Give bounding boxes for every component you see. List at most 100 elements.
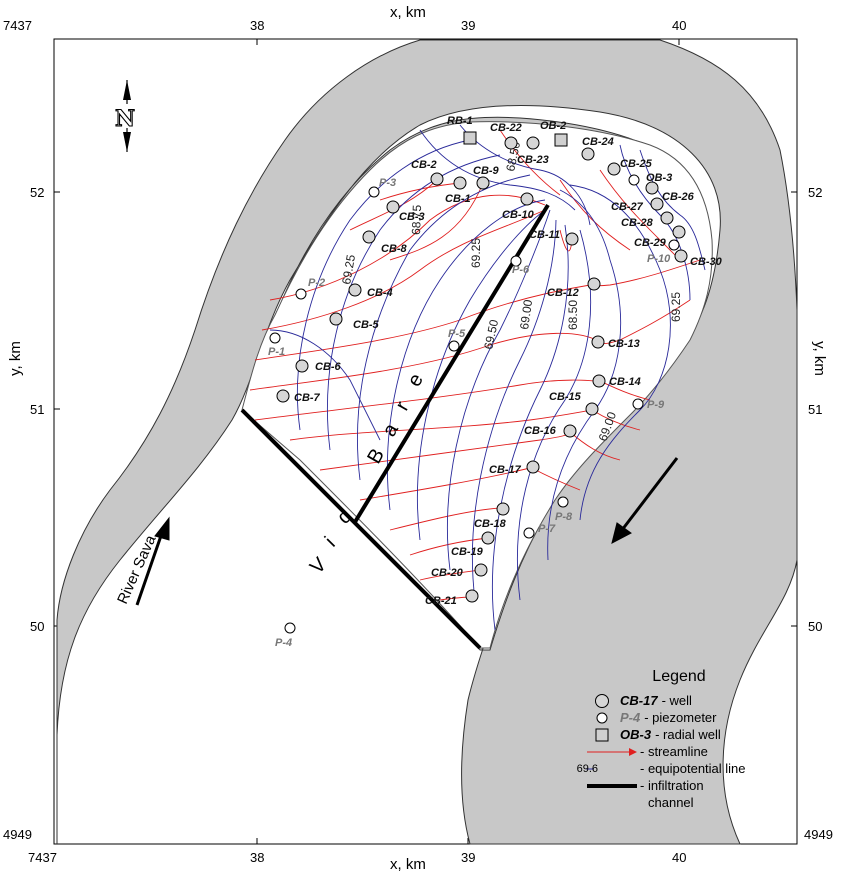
well-label: CB-17 bbox=[489, 464, 522, 476]
well-label: CB-29 bbox=[634, 237, 667, 249]
legend-row-streamline: - streamline bbox=[584, 743, 794, 760]
radial-well-ob2 bbox=[554, 133, 568, 147]
well-label: CB-11 bbox=[529, 229, 560, 241]
legend-piezometer-text: - piezometer bbox=[644, 710, 717, 725]
north-symbol: N bbox=[115, 106, 135, 132]
legend-row-radial: OB-3 - radial well bbox=[584, 726, 794, 743]
y-tick-left: 51 bbox=[30, 402, 45, 417]
legend-channel-text-2: channel bbox=[648, 795, 694, 810]
legend-row-channel: - infiltration bbox=[584, 777, 794, 794]
contour-label: 69.50 bbox=[481, 318, 501, 351]
well-label: CB-21 bbox=[425, 595, 457, 607]
y-tick-right: 50 bbox=[808, 619, 823, 634]
contour-label: 69.25 bbox=[669, 292, 683, 322]
radial-wells bbox=[463, 131, 568, 147]
well-label: CB-9 bbox=[473, 165, 500, 177]
x-tick-bottom: 40 bbox=[672, 850, 687, 865]
well-label: CB-26 bbox=[662, 191, 695, 203]
well-label: CB-3 bbox=[399, 211, 425, 223]
well-label: CB-12 bbox=[547, 287, 579, 299]
legend-row-equipotential: 69.6 - equipotential line bbox=[577, 760, 794, 777]
well-label: CB-5 bbox=[353, 319, 380, 331]
legend-row-piezometer: P-4 - piezometer bbox=[584, 709, 794, 726]
legend-row-channel-2: channel bbox=[584, 794, 794, 811]
piezometer-label: P-7 bbox=[538, 523, 556, 535]
well-label: CB-8 bbox=[381, 243, 408, 255]
well-label: CB-22 bbox=[490, 122, 522, 134]
piezometer-label: P-8 bbox=[555, 511, 573, 523]
y-tick-left: 52 bbox=[30, 185, 45, 200]
well-label: CB-6 bbox=[315, 361, 342, 373]
well-label: CB-1 bbox=[445, 193, 471, 205]
legend: Legend CB-17 - well P-4 - piezometer OB-… bbox=[577, 668, 794, 811]
well-label: CB-16 bbox=[524, 425, 557, 437]
well-label: CB-30 bbox=[690, 256, 723, 268]
piezometer-label: P-5 bbox=[448, 328, 466, 340]
piezometer-label: P-4 bbox=[275, 637, 292, 649]
legend-radial-key: OB-3 bbox=[620, 727, 652, 742]
piezometer-label: P-2 bbox=[308, 277, 325, 289]
infiltration-channel-icon bbox=[587, 783, 637, 788]
well-label: CB-7 bbox=[294, 392, 321, 404]
streamline-arrow-icon bbox=[587, 747, 637, 756]
x-tick-bottom: 39 bbox=[461, 850, 476, 865]
piezometer-label: P-9 bbox=[647, 399, 665, 411]
contour-label: 69.00 bbox=[517, 298, 535, 330]
legend-channel-text: - infiltration bbox=[640, 778, 704, 793]
piezometer-label: P-1 bbox=[268, 346, 285, 358]
y-tick-right: 52 bbox=[808, 185, 823, 200]
well-label: CB-27 bbox=[611, 201, 644, 213]
piezometer-labels: P-3 P-6 P-10 P-2 P-5 P-1 P-9 P-8 P-7 P-4 bbox=[268, 177, 671, 649]
well-label: CB-28 bbox=[621, 217, 654, 229]
x-tick-bottom: 38 bbox=[250, 850, 265, 865]
well-label: CB-23 bbox=[517, 154, 549, 166]
well-label: CB-10 bbox=[502, 209, 535, 221]
river-flow-arrows bbox=[135, 457, 679, 606]
equipotential-line-icon bbox=[586, 768, 594, 769]
x-tick-top: 39 bbox=[461, 18, 476, 33]
x-axis-label-bottom: x, km bbox=[390, 856, 426, 873]
well-circle-icon bbox=[595, 693, 609, 708]
contour-label: 69.25 bbox=[469, 238, 483, 268]
legend-well-key: CB-17 bbox=[620, 693, 658, 708]
north-arrow-icon: N bbox=[114, 80, 137, 152]
piezometers bbox=[269, 174, 680, 634]
x-tick-top: 40 bbox=[672, 18, 687, 33]
well-label: CB-14 bbox=[609, 376, 641, 388]
legend-radial-text: - radial well bbox=[655, 727, 721, 742]
well-label: CB-20 bbox=[431, 567, 464, 579]
x-axis-label-top: x, km bbox=[390, 4, 426, 21]
well-label: CB-18 bbox=[474, 518, 507, 530]
corner-x-bottom: 7437 bbox=[28, 850, 57, 865]
legend-equipotential-key: 69.6 bbox=[576, 762, 598, 775]
contour-label: 68.50 bbox=[566, 300, 580, 330]
radial-well-rb1 bbox=[463, 131, 477, 145]
well-label: CB-15 bbox=[549, 391, 582, 403]
legend-well-text: - well bbox=[661, 693, 692, 708]
piezometer-label: P-10 bbox=[647, 253, 671, 265]
well-label: OB-2 bbox=[540, 120, 566, 132]
well-label: RB-1 bbox=[447, 115, 473, 127]
well-labels: RB-1 CB-22 OB-2 CB-24 CB-23 CB-25 OB-3 C… bbox=[294, 115, 723, 607]
equipotential-lines bbox=[269, 124, 706, 631]
well-label: CB-13 bbox=[608, 338, 640, 350]
contour-label: 68.75 bbox=[409, 204, 424, 235]
x-tick-top: 38 bbox=[250, 18, 265, 33]
corner-y-right: 4949 bbox=[804, 827, 833, 842]
legend-piezometer-key: P-4 bbox=[620, 710, 641, 725]
y-tick-right: 51 bbox=[808, 402, 823, 417]
radial-well-square-icon bbox=[595, 728, 609, 741]
piezometer-label: P-3 bbox=[379, 177, 396, 189]
well-label: CB-25 bbox=[620, 158, 653, 170]
piezometer-label: P-6 bbox=[512, 264, 530, 276]
piezometer-circle-icon bbox=[596, 712, 608, 723]
corner-x-top: 7437 bbox=[3, 18, 32, 33]
well-label: CB-2 bbox=[411, 159, 437, 171]
channel-vid bbox=[240, 408, 482, 650]
y-axis-label-left: y, km bbox=[6, 341, 24, 376]
well-label: CB-24 bbox=[582, 136, 614, 148]
y-axis-label-right: y, km bbox=[810, 341, 828, 376]
contour-label: 69.25 bbox=[339, 253, 358, 285]
legend-row-well: CB-17 - well bbox=[584, 692, 794, 709]
legend-streamline-text: - streamline bbox=[640, 744, 708, 759]
